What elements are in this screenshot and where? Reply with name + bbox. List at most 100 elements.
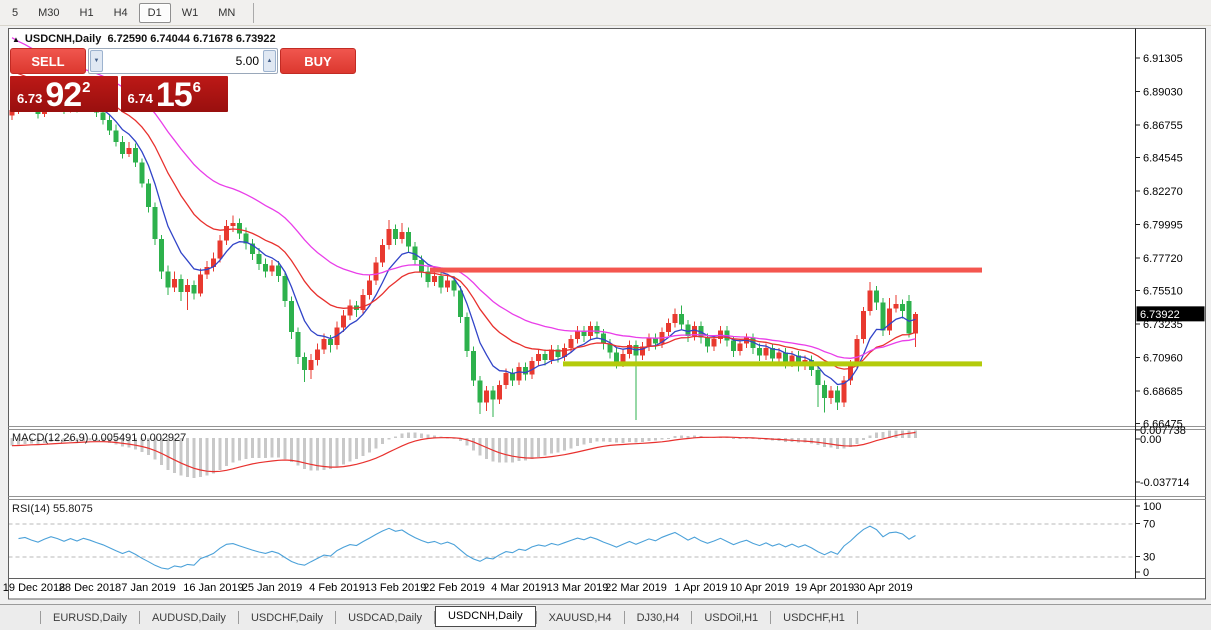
period-button-w1[interactable]: W1 — [181, 6, 199, 19]
svg-text:30 Apr 2019: 30 Apr 2019 — [853, 582, 912, 594]
tab-usdchf-daily[interactable]: USDCHF,Daily — [250, 611, 324, 624]
period-button-m30[interactable]: M30 — [38, 6, 60, 19]
svg-text:6.89030: 6.89030 — [1143, 87, 1183, 99]
tab-usdcnh-daily[interactable]: USDCNH,Daily — [435, 606, 536, 627]
period-toolbar: 5 M30 H1 H4 D1 W1 MN — [0, 0, 1211, 26]
tab-separator — [40, 611, 41, 624]
period-button-h1[interactable]: H1 — [79, 6, 94, 19]
svg-text:6.84545: 6.84545 — [1143, 153, 1183, 165]
macd-pane — [10, 430, 918, 478]
tab-separator — [535, 611, 537, 624]
chart-frame — [8, 28, 1206, 600]
rsi-axis: 100 70 30 0 — [1135, 501, 1161, 579]
svg-text:4 Feb 2019: 4 Feb 2019 — [309, 582, 365, 594]
period-button-5[interactable]: 5 — [12, 6, 19, 19]
svg-text:10 Apr 2019: 10 Apr 2019 — [730, 582, 789, 594]
svg-text:13 Feb 2019: 13 Feb 2019 — [365, 582, 427, 594]
volume-spinner: ▼ ▲ — [88, 48, 278, 74]
svg-text:6.70960: 6.70960 — [1143, 352, 1183, 364]
resistance-line[interactable] — [430, 267, 982, 273]
tab-usdoil-h1[interactable]: USDOil,H1 — [704, 611, 759, 624]
period-button-d1[interactable]: D1 — [138, 2, 171, 23]
volume-decrease-button[interactable]: ▼ — [90, 50, 103, 72]
svg-text:6.68685: 6.68685 — [1143, 386, 1183, 398]
svg-text:4 Mar 2019: 4 Mar 2019 — [491, 582, 547, 594]
period-button-h4[interactable]: H4 — [113, 6, 128, 19]
period-button-mn[interactable]: MN — [218, 6, 236, 19]
svg-text:6.77720: 6.77720 — [1143, 253, 1183, 265]
tab-separator — [623, 611, 625, 624]
svg-text:28 Dec 2018: 28 Dec 2018 — [59, 582, 121, 594]
ma-slow-line — [11, 37, 916, 359]
svg-text:7 Jan 2019: 7 Jan 2019 — [121, 582, 175, 594]
rsi-pane — [8, 523, 1136, 570]
tab-separator — [237, 611, 239, 624]
svg-text:0: 0 — [1143, 567, 1149, 579]
tab-xauusd-h4[interactable]: XAUUSD,H4 — [548, 611, 612, 624]
support-line[interactable] — [563, 361, 982, 367]
tab-separator — [138, 611, 140, 624]
sell-price-display[interactable]: 6.73 92 2 — [10, 76, 118, 112]
svg-text:100: 100 — [1143, 501, 1161, 513]
svg-text:6.79995: 6.79995 — [1143, 220, 1183, 232]
buy-price-main: 15 — [155, 76, 193, 112]
svg-text:25 Jan 2019: 25 Jan 2019 — [242, 582, 303, 594]
tab-separator — [434, 611, 436, 624]
svg-text:22 Mar 2019: 22 Mar 2019 — [605, 582, 667, 594]
svg-text:13 Mar 2019: 13 Mar 2019 — [547, 582, 609, 594]
sell-price-prefix: 6.73 — [17, 91, 43, 106]
ma-fast-line — [11, 99, 916, 386]
chart-tab-bar: EURUSD,Daily AUDUSD,Daily USDCHF,Daily USDC… — [0, 604, 1211, 630]
tab-separator — [856, 611, 858, 624]
svg-text:6.82270: 6.82270 — [1143, 186, 1183, 198]
sell-button[interactable]: SELL — [10, 48, 86, 74]
chart-title-text: USDCNH,Daily 6.72590 6.74044 6.71678 6.7… — [24, 33, 276, 45]
volume-input[interactable] — [104, 49, 262, 73]
rsi-line — [18, 525, 916, 570]
svg-text:0.00: 0.00 — [1140, 434, 1161, 446]
svg-text:-0.037714: -0.037714 — [1140, 477, 1190, 489]
svg-text:6.91305: 6.91305 — [1143, 53, 1183, 65]
candles-group — [9, 89, 918, 421]
collapse-panel-icon[interactable]: ▲ — [12, 34, 20, 44]
svg-text:6.86755: 6.86755 — [1143, 120, 1183, 132]
svg-text:1 Apr 2019: 1 Apr 2019 — [674, 582, 727, 594]
svg-text:16 Jan 2019: 16 Jan 2019 — [183, 582, 244, 594]
sell-price-pip: 2 — [82, 79, 91, 96]
ma-mid-line — [11, 69, 916, 370]
svg-text:70: 70 — [1143, 519, 1155, 531]
tab-audusd-daily[interactable]: AUDUSD,Daily — [151, 611, 226, 624]
tab-separator — [335, 611, 337, 624]
svg-text:6.73235: 6.73235 — [1143, 319, 1183, 331]
tab-usdcad-daily[interactable]: USDCAD,Daily — [348, 611, 423, 624]
buy-button[interactable]: BUY — [280, 48, 356, 74]
buy-price-prefix: 6.74 — [127, 91, 153, 106]
svg-text:19 Apr 2019: 19 Apr 2019 — [795, 582, 854, 594]
tab-separator — [770, 611, 772, 624]
svg-text:6.75510: 6.75510 — [1143, 286, 1183, 298]
svg-text:6.66475: 6.66475 — [1143, 418, 1183, 430]
svg-text:0.007738: 0.007738 — [1140, 425, 1186, 437]
chart-title: ▲ USDCNH,Daily 6.72590 6.74044 6.71678 6… — [12, 33, 276, 45]
buy-price-pip: 6 — [192, 79, 201, 96]
price-axis[interactable]: 6.91305 6.89030 6.86755 6.84545 6.82270 6.799… — [1135, 53, 1205, 430]
one-click-trade-panel: SELL ▼ ▲ BUY 6.73 92 2 6.74 15 6 — [10, 48, 356, 112]
tab-usdchf-h1[interactable]: USDCHF,H1 — [783, 611, 845, 624]
svg-text:22 Feb 2019: 22 Feb 2019 — [423, 582, 485, 594]
buy-price-display[interactable]: 6.74 15 6 — [120, 76, 228, 112]
svg-text:30: 30 — [1143, 552, 1155, 564]
svg-text:6.73922: 6.73922 — [1140, 309, 1180, 321]
tab-dj30-h4[interactable]: DJ30,H4 — [636, 611, 680, 624]
sell-price-main: 92 — [45, 76, 82, 112]
rsi-indicator-label: RSI(14) 55.8075 — [12, 503, 93, 515]
tab-eurusd-daily[interactable]: EURUSD,Daily — [53, 611, 127, 624]
tab-separator — [691, 611, 693, 624]
volume-increase-button[interactable]: ▲ — [263, 50, 276, 72]
svg-text:19 Dec 2018: 19 Dec 2018 — [3, 582, 65, 594]
macd-signal-line — [11, 431, 916, 473]
current-price-badge — [1136, 306, 1205, 322]
macd-indicator-label: MACD(12,26,9) 0.005491 0.002927 — [12, 432, 187, 444]
